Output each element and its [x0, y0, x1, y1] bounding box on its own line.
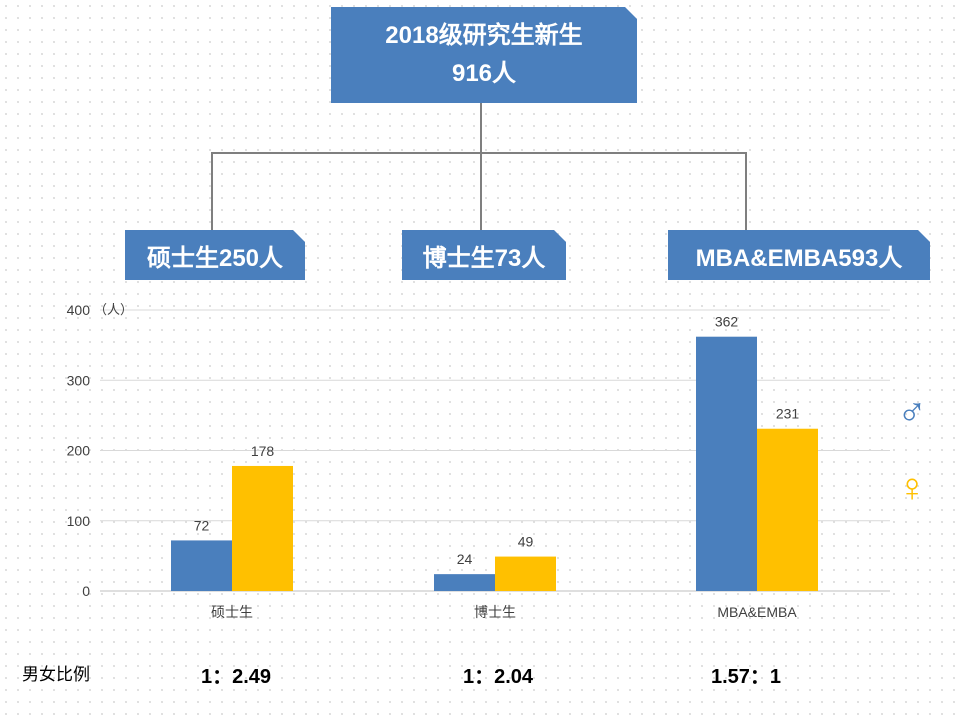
bar-chart: 0 100 200 300 400 （人） 72 178 硕士生 24 49 博士生 362 231 MBA…	[67, 302, 890, 620]
x-tick-label: 博士生	[474, 604, 516, 620]
y-tick-label: 400	[67, 302, 91, 318]
doctor-box: 博士生73人	[402, 230, 566, 280]
connector-root-vertical	[480, 103, 482, 153]
master-label: 硕士生250人	[146, 244, 284, 272]
y-tick-label: 0	[82, 583, 90, 599]
y-tick-label: 100	[67, 513, 91, 529]
ratio-master: 1：2.49	[200, 666, 272, 688]
master-box: 硕士生250人	[125, 230, 305, 280]
bar-female	[757, 428, 818, 591]
bar-female	[232, 465, 293, 591]
doctor-label: 博士生73人	[422, 244, 546, 272]
mba-box: MBA&EMBA593人	[668, 230, 930, 280]
connector-left-vertical	[211, 152, 213, 230]
root-title: 2018级研究生新生	[385, 22, 583, 49]
y-tick-label: 200	[67, 443, 91, 459]
ratio-mba: 1.57：1	[710, 666, 782, 688]
male-symbol: ♂	[897, 389, 927, 433]
data-label: 362	[715, 314, 739, 330]
data-label: 24	[457, 551, 473, 567]
ratio-label: 男女比例	[22, 665, 90, 684]
bar-male	[434, 574, 495, 591]
data-label: 72	[194, 517, 210, 533]
data-label: 231	[776, 406, 800, 422]
connector-right-vertical	[745, 152, 747, 230]
bar-female	[495, 556, 556, 591]
y-axis-unit: （人）	[94, 302, 133, 317]
root-count: 916人	[451, 60, 517, 87]
data-label: 49	[518, 534, 534, 550]
y-tick-label: 300	[67, 372, 91, 388]
bar-male	[171, 540, 232, 591]
female-symbol: ♀	[897, 466, 927, 510]
x-tick-label: 硕士生	[211, 604, 253, 620]
ratio-doctor: 1：2.04	[462, 666, 534, 688]
connector-middle-vertical	[480, 152, 482, 230]
root-box: 2018级研究生新生 916人	[331, 7, 637, 103]
bar-male	[696, 336, 757, 591]
mba-label: MBA&EMBA593人	[695, 244, 903, 272]
data-label: 178	[251, 443, 275, 459]
x-tick-label: MBA&EMBA	[717, 604, 797, 620]
connector-horizontal	[211, 152, 746, 154]
